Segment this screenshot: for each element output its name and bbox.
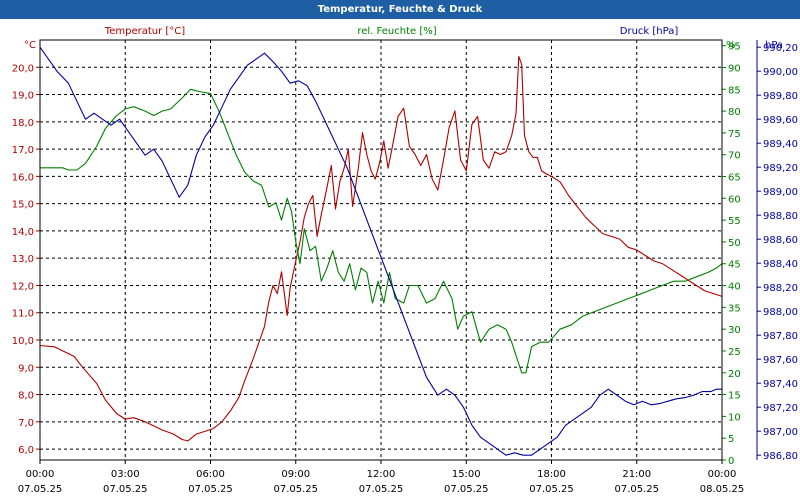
temperature-tick-label: 11,0 [12,309,34,320]
temperature-tick-label: 13,0 [12,254,34,265]
humidity-tick-label: 80 [728,107,741,118]
temperature-tick-label: 19,0 [12,91,34,102]
temperature-tick-label: 14,0 [12,227,34,238]
x-tick-date: 07.05.25 [529,484,574,495]
humidity-tick-label: 0 [728,456,734,467]
temperature-axis-label: Temperatur [°C] [104,26,185,37]
pressure-tick-label: 989,20 [763,163,798,174]
pressure-tick-label: 988,00 [763,307,798,318]
humidity-tick-label: 90 [728,63,741,74]
pressure-tick-label: 989,60 [763,115,798,126]
humidity-tick-label: 95 [728,42,741,53]
humidity-tick-label: 10 [728,412,741,423]
humidity-series-line [40,88,723,374]
pressure-tick-label: 987,60 [763,355,798,366]
temperature-tick-label: 15,0 [12,200,34,211]
humidity-tick-label: 30 [728,325,741,336]
temperature-tick-label: 12,0 [12,281,34,292]
temperature-tick-label: 8,0 [18,391,34,402]
humidity-tick-label: 5 [728,434,734,445]
x-tick-date: 07.05.25 [18,484,63,495]
x-tick-date: 07.05.25 [188,484,233,495]
humidity-tick-label: 15 [728,391,741,402]
x-tick-time: 00:00 [708,469,737,480]
humidity-tick-label: 85 [728,85,741,96]
x-tick-date: 07.05.25 [103,484,148,495]
x-tick-date: 07.05.25 [359,484,404,495]
pressure-tick-label: 988,80 [763,211,798,222]
x-tick-time: 21:00 [622,469,651,480]
temperature-unit: °C [24,40,36,51]
temperature-tick-label: 16,0 [12,172,34,183]
pressure-tick-label: 990,00 [763,67,798,78]
plot-border [39,39,723,461]
humidity-tick-label: 55 [728,216,741,227]
pressure-tick-label: 989,00 [763,187,798,198]
grid-lines [40,40,722,460]
temperature-tick-label: 9,0 [18,363,34,374]
humidity-tick-label: 70 [728,151,741,162]
x-tick-time: 00:00 [26,469,55,480]
pressure-tick-label: 987,80 [763,331,798,342]
humidity-tick-label: 60 [728,194,741,205]
temperature-tick-label: 6,0 [18,445,34,456]
pressure-tick-label: 990,20 [763,43,798,54]
pressure-unit: hPa [765,40,783,51]
plot-frame [36,39,761,464]
series-lines [39,46,723,456]
x-tick-time: 15:00 [452,469,481,480]
x-tick-date: 07.05.25 [614,484,659,495]
x-tick-time: 18:00 [537,469,566,480]
pressure-axis-label: Druck [hPa] [620,26,679,37]
temperature-tick-label: 10,0 [12,336,34,347]
pressure-tick-label: 988,20 [763,283,798,294]
pressure-tick-label: 989,40 [763,139,798,150]
pressure-tick-label: 989,80 [763,91,798,102]
x-tick-time: 06:00 [196,469,225,480]
pressure-tick-label: 987,20 [763,403,798,414]
pressure-tick-label: 988,40 [763,259,798,270]
x-tick-date: 07.05.25 [273,484,318,495]
temperature-tick-label: 7,0 [18,418,34,429]
humidity-tick-label: 35 [728,303,741,314]
humidity-axis-label: rel. Feuchte [%] [357,26,436,37]
humidity-tick-label: 40 [728,282,741,293]
pressure-tick-label: 988,60 [763,235,798,246]
chart-area: 00:00 07.05.25 03:00 07.05.25 06:00 07.05.25 0… [12,26,798,495]
tick-labels: 00:00 07.05.25 03:00 07.05.25 06:00 07.05.25 0… [12,42,798,495]
pressure-tick-label: 987,40 [763,379,798,390]
chart-title: Temperatur, Feuchte & Druck [0,0,800,19]
humidity-tick-label: 65 [728,173,741,184]
axis-headers: °C% hPa Temperatur [°C] rel. Feuchte [%] Dru… [24,26,783,51]
temperature-tick-label: 20,0 [12,63,34,74]
x-tick-time: 09:00 [281,469,310,480]
pressure-series-line [39,46,722,456]
temperature-series-line [39,55,723,442]
humidity-tick-label: 50 [728,238,741,249]
x-tick-date: 07.05.25 [444,484,489,495]
humidity-tick-label: 25 [728,347,741,358]
pressure-tick-label: 986,80 [763,451,798,462]
humidity-tick-label: 45 [728,260,741,271]
temperature-tick-label: 18,0 [12,118,34,129]
x-tick-time: 03:00 [111,469,140,480]
x-tick-time: 12:00 [367,469,396,480]
temperature-tick-label: 17,0 [12,145,34,156]
humidity-unit: % [726,40,736,51]
x-tick-date: 08.05.25 [700,484,745,495]
humidity-tick-label: 20 [728,369,741,380]
humidity-tick-label: 75 [728,129,741,140]
pressure-tick-label: 987,00 [763,427,798,438]
